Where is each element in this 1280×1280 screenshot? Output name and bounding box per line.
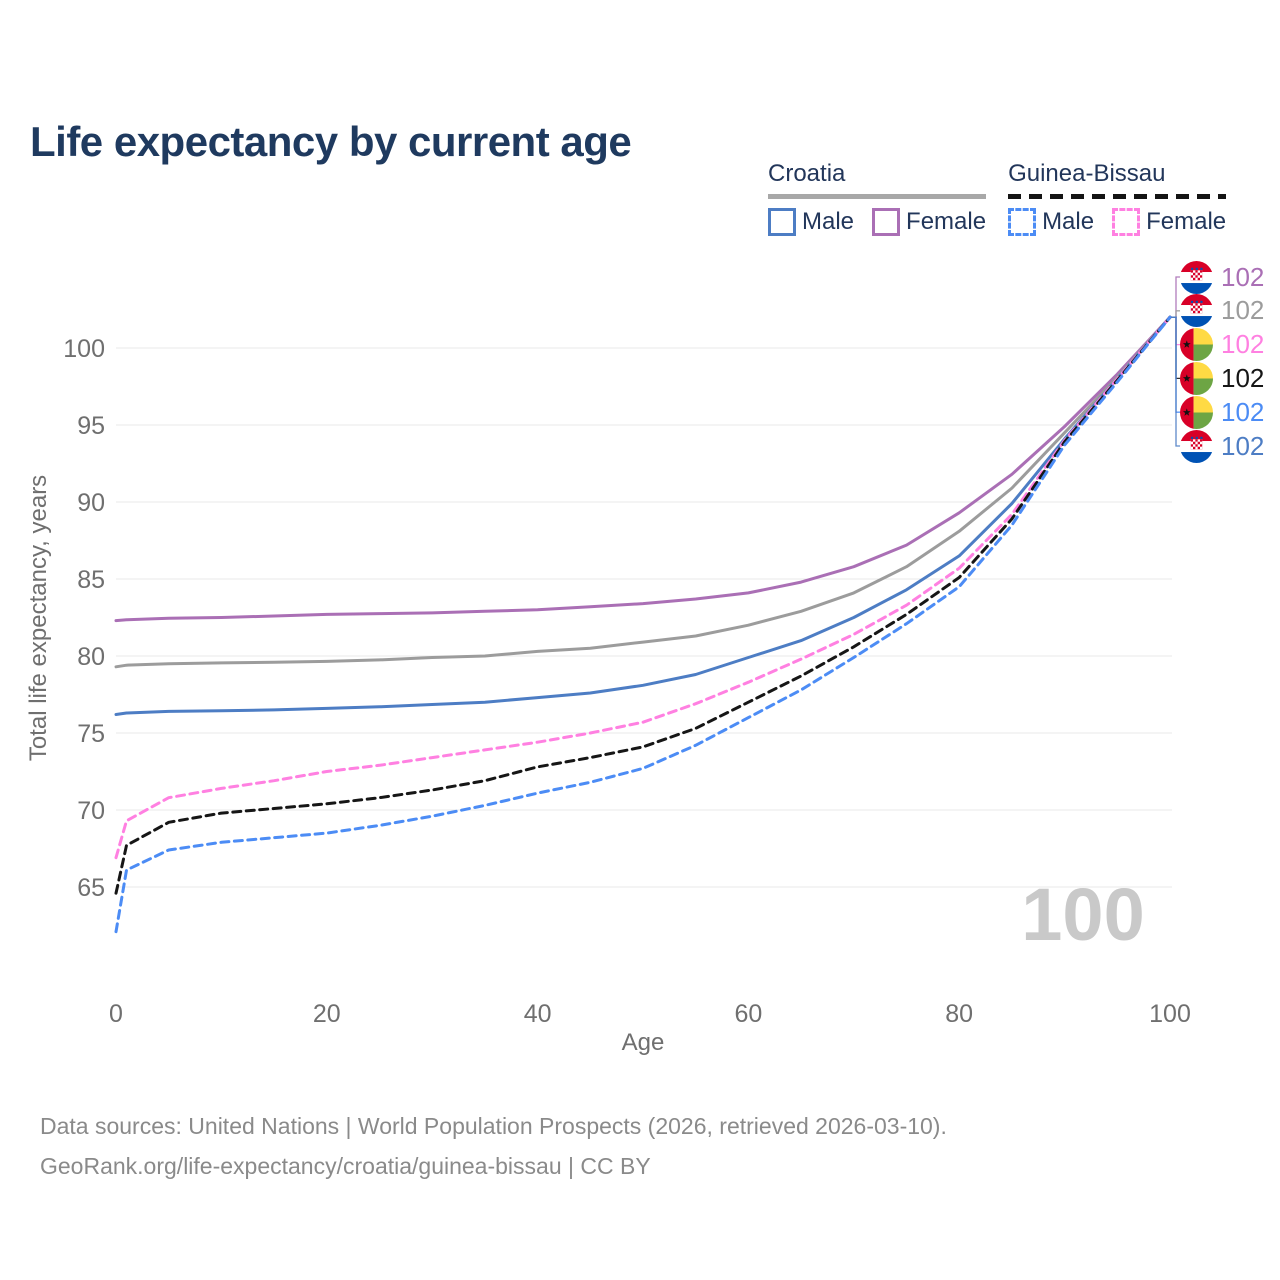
leader-line (1171, 310, 1181, 318)
data-sources-text: Data sources: United Nations | World Pop… (40, 1113, 947, 1139)
legend-group-guinea-bissau: Guinea-Bissau Male Female (1008, 160, 1227, 236)
guinea-bissau-female-label[interactable]: Female (1146, 208, 1227, 235)
series-line-guinea-bissau-both-sexes[interactable] (114, 315, 1172, 895)
y-tick-label: 75 (77, 720, 105, 748)
series-line-croatia-female[interactable] (114, 315, 1172, 623)
guinea-bissau-line-style-swatch (1008, 194, 1227, 199)
croatia-female-label[interactable]: Female (906, 208, 987, 235)
attribution-text: GeoRank.org/life-expectancy/croatia/guin… (40, 1153, 651, 1179)
y-axis-title: Total life expectancy, years (25, 475, 52, 761)
croatia-male-swatch[interactable] (768, 208, 796, 236)
croatia-male-label[interactable]: Male (802, 208, 855, 235)
leader-line (1171, 316, 1181, 447)
page-title: Life expectancy by current age (30, 118, 632, 166)
series-line-guinea-bissau-male[interactable] (114, 315, 1172, 934)
series-line-croatia-both-sexes[interactable] (114, 315, 1172, 669)
croatia-line-style-swatch (768, 194, 987, 199)
guinea-bissau-male-label[interactable]: Male (1042, 208, 1095, 235)
croatia-female-swatch[interactable] (872, 208, 901, 236)
x-tick-label: 80 (945, 1000, 973, 1028)
guinea-bissau-male-swatch[interactable] (1008, 208, 1037, 236)
legend-croatia-label[interactable]: Croatia (768, 160, 846, 187)
series-line-guinea-bissau-female[interactable] (114, 315, 1172, 860)
x-tick-label: 20 (313, 1000, 341, 1028)
series-line-croatia-male[interactable] (114, 315, 1172, 716)
y-tick-label: 100 (63, 335, 105, 363)
y-tick-label: 90 (77, 489, 105, 517)
y-tick-label: 80 (77, 643, 105, 671)
y-tick-label: 65 (77, 874, 105, 902)
y-tick-label: 70 (77, 797, 105, 825)
legend: Croatia Male Female Guinea-Bissau Male (768, 160, 1227, 236)
x-tick-label: 0 (109, 1000, 123, 1028)
y-tick-label: 95 (77, 412, 105, 440)
x-axis-title: Age (622, 1029, 665, 1056)
legend-group-croatia: Croatia Male Female (768, 160, 987, 236)
x-tick-label: 60 (734, 1000, 762, 1028)
footer: Data sources: United Nations | World Pop… (40, 1106, 947, 1186)
legend-guinea-bissau-label[interactable]: Guinea-Bissau (1008, 160, 1166, 187)
hovered-age-watermark: 100 (1021, 873, 1145, 956)
x-tick-label: 100 (1149, 1000, 1191, 1028)
x-tick-label: 40 (524, 1000, 552, 1028)
guinea-bissau-female-swatch[interactable] (1112, 208, 1141, 236)
y-tick-label: 85 (77, 566, 105, 594)
